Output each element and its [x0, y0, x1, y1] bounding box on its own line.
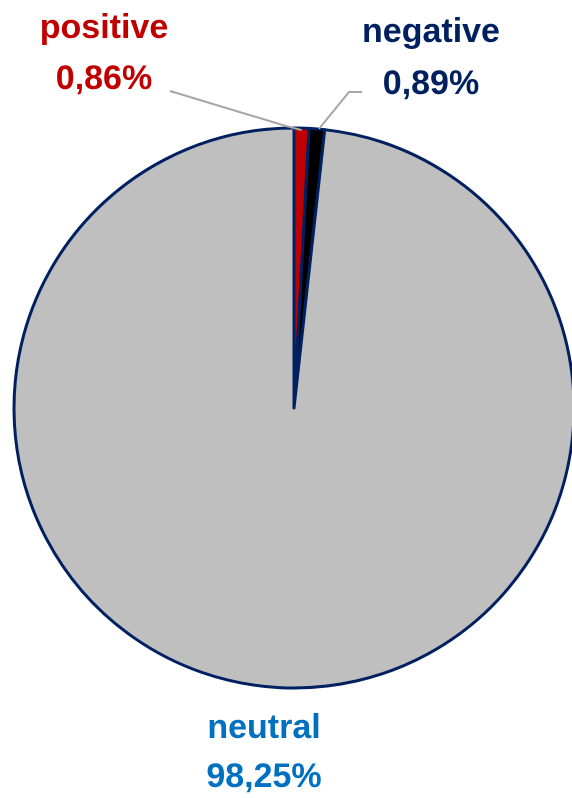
- leader-line-positive: [169, 90, 302, 132]
- pie-slice-neutral: [12, 126, 572, 690]
- label-positive-value: 0,86%: [56, 59, 152, 97]
- label-positive-name: positive: [40, 8, 168, 46]
- data-labels: positive 0,86% negative 0,89% neutral 98…: [40, 8, 500, 795]
- leader-lines: [169, 90, 362, 132]
- label-neutral-name: neutral: [207, 708, 320, 746]
- label-negative-name: negative: [362, 12, 500, 50]
- label-neutral-value: 98,25%: [206, 757, 321, 795]
- leader-line-negative: [318, 91, 362, 130]
- label-negative-value: 0,89%: [383, 64, 479, 102]
- pie-slices: [12, 126, 572, 690]
